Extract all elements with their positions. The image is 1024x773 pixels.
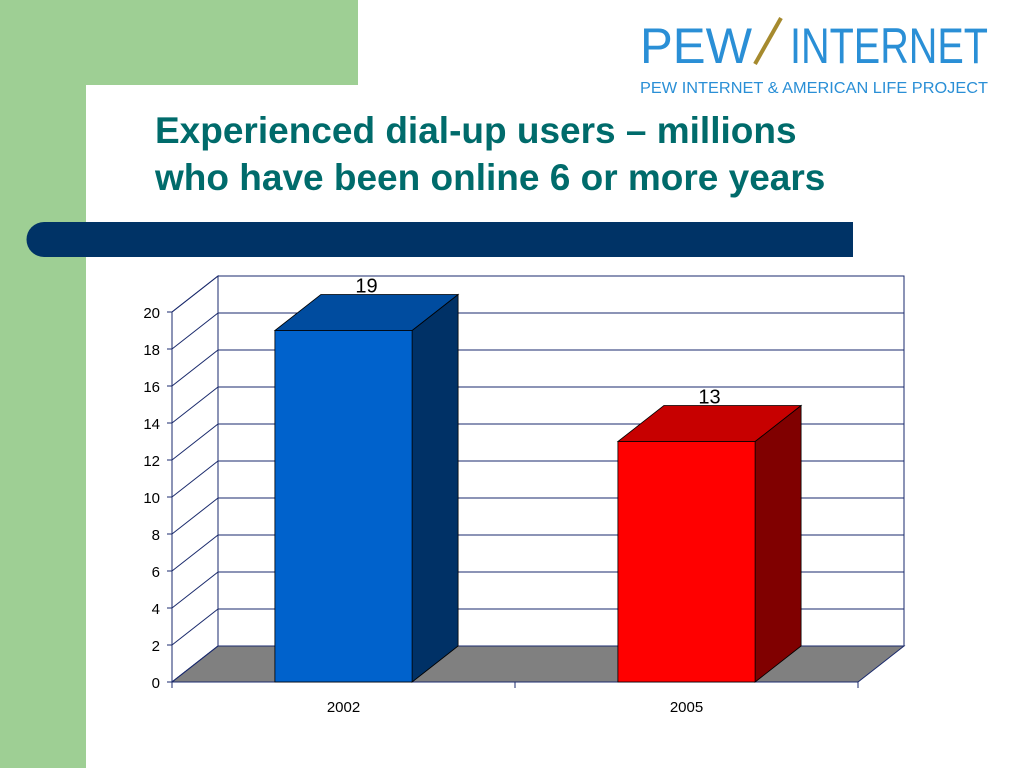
bar-side: [754, 404, 802, 683]
y-tick-label: 14: [143, 416, 160, 433]
x-tick-label: 2002: [327, 699, 360, 716]
title-line: who have been online 6 or more years: [154, 157, 825, 198]
x-tick-label: 2005: [670, 699, 703, 716]
grid-line: [171, 275, 904, 313]
bar-side: [411, 293, 459, 683]
logo-left: PEW: [640, 18, 753, 74]
y-tick-label: 10: [143, 490, 160, 507]
corner-fill: [86, 85, 358, 145]
green-band: [0, 0, 86, 768]
grid-line: [171, 312, 904, 350]
bar: [274, 330, 413, 683]
value-label: 19: [355, 276, 377, 298]
y-tick-label: 4: [152, 601, 160, 618]
value-label: 13: [698, 387, 720, 409]
chart: 0 2 4 6 8 10 12 14 16 18 20 2002 19 2005 13: [143, 274, 906, 716]
y-tick-label: 8: [152, 527, 160, 544]
bar: [617, 441, 756, 683]
logo-tagline: PEW INTERNET & AMERICAN LIFE PROJECT: [640, 80, 988, 97]
y-tick-label: 20: [143, 305, 160, 322]
y-tick-label: 12: [143, 453, 160, 470]
y-tick-label: 6: [152, 564, 160, 581]
grid-line: [171, 349, 904, 387]
logo-right: INTERNET: [790, 18, 988, 74]
grid-line: [171, 386, 904, 424]
logo-slash: [753, 17, 783, 65]
y-tick-label: 0: [152, 675, 160, 692]
y-tick-label: 18: [143, 342, 160, 359]
divider-bar: [26, 222, 854, 257]
y-tick-label: 16: [143, 379, 160, 396]
title-line: Experienced dial-up users – millions: [155, 110, 797, 151]
y-tick-label: 2: [152, 638, 160, 655]
